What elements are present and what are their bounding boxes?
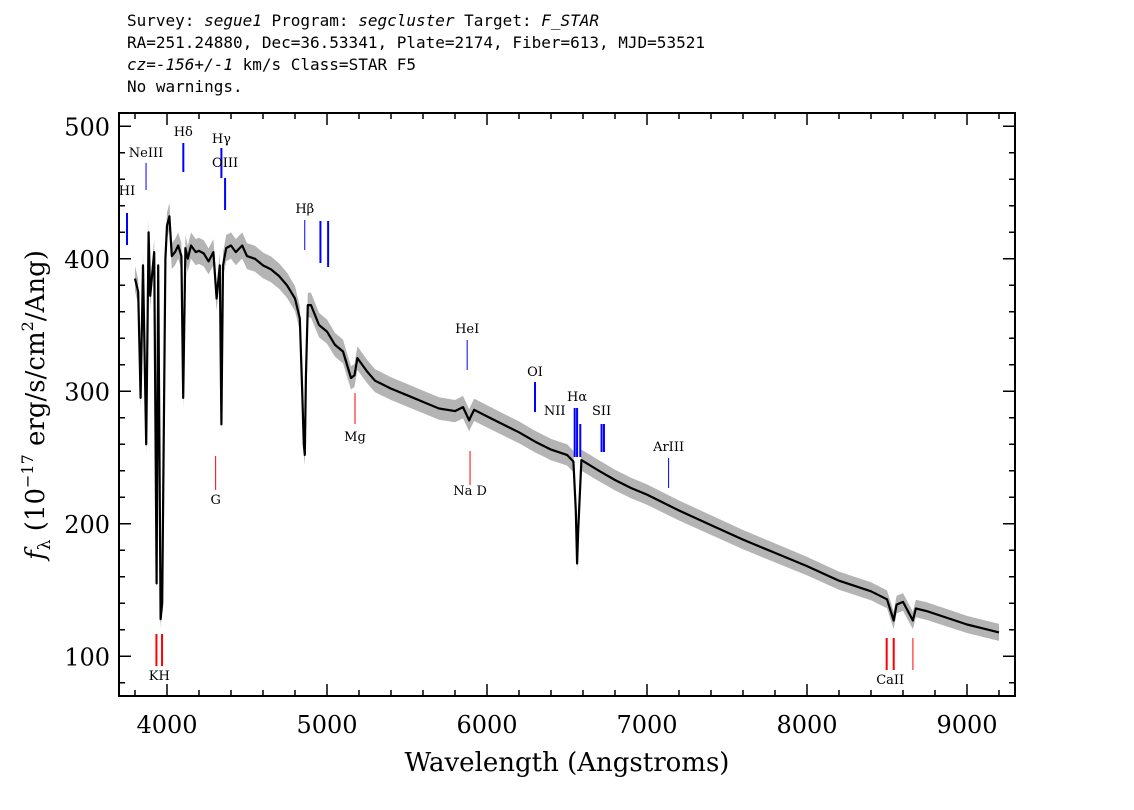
- y-ticks: 100 200 300 400 500: [64, 113, 1015, 684]
- header-line-redshift: cz=-156+/-1 km/s Class=STAR F5: [127, 54, 705, 76]
- x-axis-title: Wavelength (Angstroms): [405, 748, 730, 778]
- emission-line-label: NeIII: [129, 146, 163, 161]
- plot-frame: [118, 112, 1016, 697]
- flux-line: [133, 215, 1000, 634]
- error-band-layer: [135, 202, 999, 641]
- emission-line-label: NII: [544, 404, 566, 419]
- y-title-exp2: 2: [18, 321, 37, 331]
- x-tick-label: 4000: [136, 711, 197, 739]
- y-title-mid: erg/s/cm: [21, 331, 51, 454]
- x-ticks: 4000 5000 6000 7000 8000 9000: [134, 113, 1000, 739]
- x-tick-label: 7000: [616, 711, 677, 739]
- absorption-line-label: G: [210, 493, 220, 508]
- y-axis-title: fλ (10−17 erg/s/cm2/Ang): [18, 250, 55, 562]
- flux-layer: [133, 215, 1000, 634]
- cz-value: cz=-156+/-1: [127, 55, 233, 74]
- flux-error-band: [135, 202, 999, 641]
- emission-line-label: SII: [592, 404, 611, 419]
- emission-line-label: HI: [119, 184, 135, 199]
- y-tick-label: 400: [64, 246, 110, 274]
- x-tick-label: 8000: [776, 711, 837, 739]
- emission-line-label: OIII: [212, 156, 238, 171]
- emission-line-label: Hγ: [212, 132, 231, 147]
- y-title-open: (10: [21, 488, 51, 540]
- target-label: Target:: [454, 11, 542, 30]
- header-line-coordinates: RA=251.24880, Dec=36.53341, Plate=2174, …: [127, 33, 705, 52]
- y-tick-label: 100: [64, 643, 110, 671]
- emission-line-label: Hδ: [174, 125, 193, 140]
- header-line-warnings: No warnings.: [127, 77, 243, 96]
- absorption-line-label: Mg: [344, 430, 366, 445]
- header-line-survey: Survey: segue1 Program: segcluster Targe…: [127, 10, 705, 32]
- y-title-sub: λ: [35, 539, 55, 550]
- y-title-exp1: −17: [18, 454, 37, 488]
- class-value: km/s Class=STAR F5: [232, 55, 416, 74]
- absorption-line-label: KH: [149, 669, 170, 684]
- absorption-line-label: CaII: [876, 673, 904, 688]
- x-tick-label: 6000: [456, 711, 517, 739]
- spectrum-header: Survey: segue1 Program: segcluster Targe…: [127, 10, 705, 98]
- y-tick-label: 500: [64, 113, 110, 141]
- y-title-close: /Ang): [21, 250, 51, 321]
- survey-label: Survey:: [127, 11, 205, 30]
- survey-value: segue1: [204, 11, 262, 30]
- target-value: F_STAR: [541, 11, 600, 30]
- emission-line-label: Hα: [567, 390, 587, 405]
- emission-line-label: OI: [527, 365, 543, 380]
- emission-line-label: HeI: [455, 322, 479, 337]
- emission-line-label: Hβ: [295, 202, 314, 217]
- program-value: segcluster: [358, 11, 455, 30]
- y-tick-label: 200: [64, 511, 110, 539]
- program-label: Program:: [261, 11, 359, 30]
- absorption-line-label: Na D: [453, 484, 487, 499]
- x-tick-label: 5000: [296, 711, 357, 739]
- y-tick-label: 300: [64, 378, 110, 406]
- emission-line-label: ArIII: [652, 440, 684, 455]
- x-tick-label: 9000: [936, 711, 997, 739]
